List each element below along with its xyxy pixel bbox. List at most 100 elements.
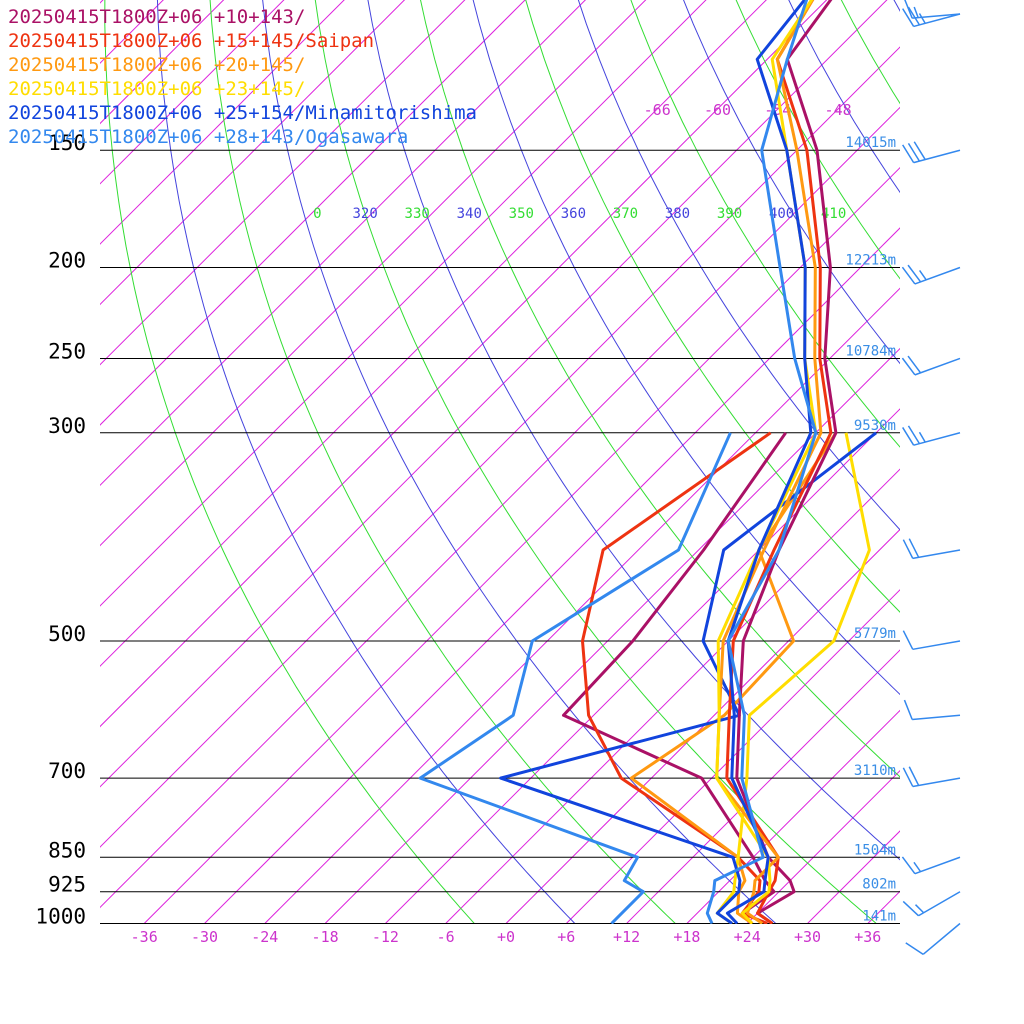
pressure-label: 200 (48, 248, 86, 272)
wind-barb (902, 6, 961, 28)
upper-isotherm-labels: -66 -60 -54 -48 (644, 101, 852, 119)
wind-barb (902, 630, 961, 651)
theta-label: 0 (313, 206, 321, 222)
pressure-label: 150 (48, 131, 86, 155)
temperature-tick-label: +36 (854, 928, 881, 946)
pressure-label: 500 (48, 622, 86, 646)
wind-barb (905, 922, 961, 955)
theta-label: 350 (509, 206, 534, 222)
dry-adiabat-line (735, 0, 900, 280)
height-label: 3110m (854, 763, 896, 779)
isotherm-line (626, 649, 900, 924)
temperature-tick-label: +18 (673, 928, 700, 946)
theta-label: 400 (769, 206, 794, 222)
temperature-tick-label: -36 (131, 928, 158, 946)
upper-isotherm-label: -60 (704, 101, 731, 119)
temperature-tick-label: +6 (557, 928, 575, 946)
pressure-label: 850 (48, 838, 86, 862)
pressure-labels: 1001502002503005007008509251000 (35, 131, 86, 929)
dry-adiabat-line (472, 0, 900, 696)
wind-barb (903, 699, 961, 721)
isotherm-line (686, 709, 900, 924)
legend-entry: 20250415T1800Z+06 +28+143/Ogasawara (8, 126, 408, 148)
dewpoint-trace (562, 431, 787, 924)
theta-label: 390 (717, 206, 742, 222)
dry-adiabat-line (209, 0, 676, 924)
theta-label: 410 (821, 206, 846, 222)
wind-barb (904, 0, 961, 19)
wind-barb (902, 891, 961, 917)
isotherm-line (100, 0, 526, 426)
legend-entry: 20250415T1800Z+06 +23+145/ (8, 78, 305, 100)
isotherm-line (928, 0, 1024, 924)
isotherm-line (988, 0, 1024, 924)
wind-barb (902, 141, 961, 164)
dry-adiabat-line (420, 0, 900, 778)
pressure-label: 1000 (35, 905, 86, 929)
height-label: 10784m (845, 343, 896, 359)
temperature-trace (715, 0, 818, 924)
temperature-tick-label: +24 (734, 928, 761, 946)
isotherm-line (324, 347, 900, 924)
temperature-trace (725, 0, 833, 924)
wind-barb (901, 355, 961, 376)
legend-entry: 20250415T1800Z+06 +15+145/Saipan (8, 30, 374, 52)
pressure-label: 700 (48, 759, 86, 783)
isotherm-line (505, 528, 900, 924)
height-label: 141m (862, 909, 896, 925)
isotherm-line (385, 408, 900, 924)
theta-label: 360 (561, 206, 586, 222)
wind-barb (902, 538, 961, 560)
pressure-label: 925 (48, 873, 86, 897)
upper-isotherm-label: -48 (825, 101, 852, 119)
theta-label: 330 (405, 206, 430, 222)
sounding-traces (418, 0, 878, 924)
temperature-tick-label: -30 (191, 928, 218, 946)
legend: 20250415T1800Z+06 +10+143/20250415T1800Z… (8, 6, 477, 148)
temperature-tick-label: -24 (251, 928, 278, 946)
isotherm-line (100, 0, 888, 788)
dry-adiabat-line (367, 0, 900, 861)
theta-label: 340 (457, 206, 482, 222)
height-label: 5779m (854, 626, 896, 642)
wind-barb (902, 766, 961, 788)
dry-adiabat-line (262, 0, 777, 924)
wind-barbs (901, 0, 961, 955)
dry-adiabat-line (525, 0, 900, 613)
dewpoint-trace (629, 431, 838, 924)
dry-adiabat-line (104, 0, 475, 924)
temperature-trace (725, 0, 813, 924)
temperature-trace (705, 0, 818, 924)
dewpoint-trace (418, 432, 732, 924)
isotherm-line (143, 166, 900, 924)
isotherm-line (100, 0, 828, 728)
dry-adiabat-line (683, 0, 900, 365)
dry-adiabat-line (577, 0, 900, 531)
dry-adiabat-line (630, 0, 900, 448)
temperature-tick-label: +12 (613, 928, 640, 946)
isotherm-line (100, 46, 900, 848)
isotherm-line (264, 287, 900, 924)
isotherm-line (565, 589, 900, 924)
wind-barb (902, 425, 961, 446)
temperature-tick-label: -18 (312, 928, 339, 946)
isotherm-line (100, 0, 707, 607)
theta-label: 320 (353, 206, 378, 222)
legend-entry: 20250415T1800Z+06 +25+154/Minamitorishim… (8, 102, 477, 124)
pressure-label: 300 (48, 414, 86, 438)
temperature-tick-label: +0 (497, 928, 515, 946)
height-label: 802m (862, 877, 896, 893)
isotherm-line (100, 0, 647, 547)
isotherm-line (445, 468, 900, 924)
theta-labels: 0 320 330 340 350 360 370 380 390 400 410 (313, 206, 846, 222)
dry-adiabat-line (156, 0, 576, 924)
height-label: 14015m (845, 135, 896, 151)
legend-entry: 20250415T1800Z+06 +10+143/ (8, 6, 305, 28)
dewpoint-trace (499, 431, 878, 924)
legend-entry: 20250415T1800Z+06 +20+145/ (8, 54, 305, 76)
wind-barb (901, 856, 961, 875)
height-label: 1504m (854, 842, 896, 858)
wind-barb (901, 264, 961, 285)
temperature-tick-labels: -36 -30 -24 -18 -12 -6 +0 +6 +12 +18 +24 +30 +36 (131, 928, 882, 946)
